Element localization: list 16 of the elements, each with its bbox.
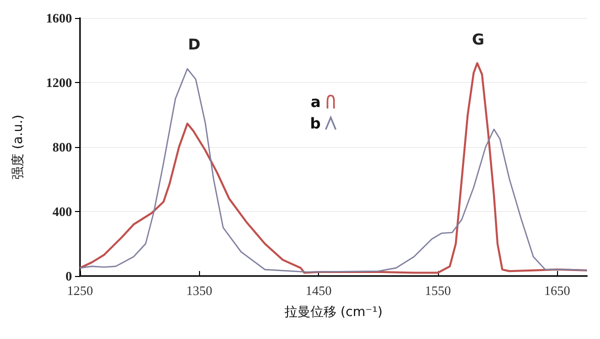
y-tick-label: 800 bbox=[52, 140, 72, 154]
legend-label: b bbox=[310, 114, 321, 132]
y-tick-label: 400 bbox=[52, 204, 72, 219]
y-axis-title: 强度 (a.u.) bbox=[10, 114, 26, 180]
x-tick-label: 1650 bbox=[544, 283, 570, 298]
y-tick-label: 1600 bbox=[46, 10, 72, 26]
annotation: G bbox=[472, 30, 484, 48]
x-axis-title: 拉曼位移 (cm⁻¹) bbox=[284, 305, 383, 320]
y-tick-label: 0 bbox=[66, 268, 72, 284]
x-tick-label: 1350 bbox=[186, 283, 212, 298]
x-tick-label: 1250 bbox=[67, 283, 93, 298]
x-tick-label: 1450 bbox=[306, 283, 332, 298]
x-tick-label: 1550 bbox=[424, 283, 451, 298]
y-tick-label: 1200 bbox=[46, 75, 72, 90]
annotation: D bbox=[188, 36, 200, 54]
legend-label: a bbox=[310, 93, 321, 111]
